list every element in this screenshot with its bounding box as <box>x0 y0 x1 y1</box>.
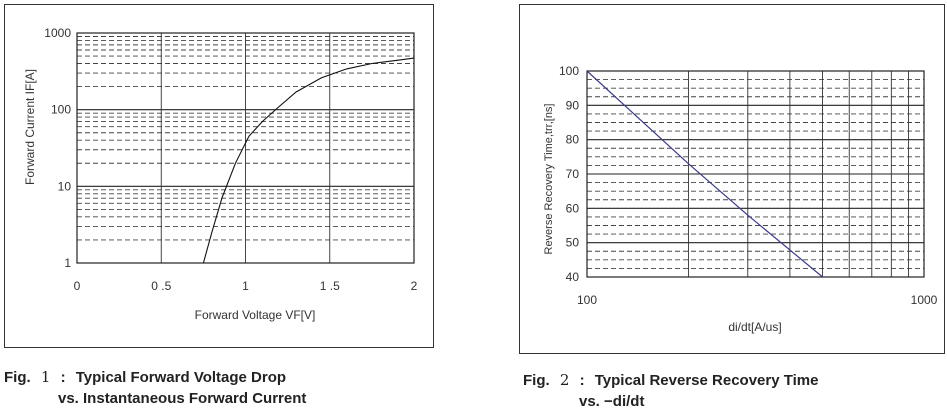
chart2-frame <box>586 70 925 278</box>
chart1-x-tick-label: 2 <box>411 279 418 293</box>
chart1-x-tick-label: 0 .5 <box>151 279 171 293</box>
caption-1-line2: vs. Instantaneous Forward Current <box>58 390 307 407</box>
chart1-y-axis-label: Forward Current IF[A] <box>23 69 37 185</box>
chart1-y-tick-label: 10 <box>58 179 72 193</box>
chart2-y-tick-label: 100 <box>559 64 579 78</box>
chart2-x-tick-labels: 100 1000 <box>577 293 938 307</box>
caption-2-prefix: Fig. <box>523 372 550 389</box>
forward-voltage-chart: 1 10 100 1000 0 0 .5 1 1 .5 2 Forward Current I… <box>23 26 418 322</box>
chart-panel-reverse-recovery: 40 50 60 70 80 90 100 100 1000 Reverse Recovery… <box>519 4 945 354</box>
chart2-x-tick-label: 100 <box>577 293 597 307</box>
caption-1-prefix: Fig. <box>4 369 31 386</box>
chart1-x-tick-labels: 0 0 .5 1 1 .5 2 <box>74 279 418 293</box>
caption-2-line1: Typical Reverse Recovery Time <box>594 372 819 389</box>
caption-1-separator: : <box>60 369 66 386</box>
chart2-x-tick-label: 1000 <box>911 293 938 307</box>
chart1-x-tick-label: 1 <box>242 279 249 293</box>
chart2-y-tick-labels: 40 50 60 70 80 90 100 <box>559 64 579 284</box>
chart1-series-line <box>202 57 415 264</box>
chart2-x-axis-label: di/dt[A/us] <box>728 320 781 334</box>
chart-panel-forward-voltage: 1 10 100 1000 0 0 .5 1 1 .5 2 Forward Current I… <box>4 4 434 348</box>
chart1-y-tick-label: 1000 <box>44 26 71 40</box>
caption-1-line1: Typical Forward Voltage Drop <box>75 369 287 386</box>
caption-2-number: 2 <box>559 371 570 389</box>
chart1-y-tick-labels: 1 10 100 1000 <box>44 26 71 270</box>
caption-1-number: 1 <box>40 368 51 386</box>
chart1-grid <box>76 32 415 264</box>
chart2-y-axis-label: Reverse Recovery Time,trr,[ns] <box>543 104 555 255</box>
chart2-plot-border <box>586 70 925 278</box>
chart2-y-tick-label: 40 <box>566 270 580 284</box>
chart2-y-tick-label: 90 <box>566 98 580 112</box>
chart1-x-tick-label: 0 <box>74 279 81 293</box>
caption-2-separator: : <box>579 372 585 389</box>
chart2-y-tick-label: 80 <box>566 133 580 147</box>
chart2-grid <box>586 70 925 278</box>
chart1-y-tick-label: 1 <box>64 256 71 270</box>
figure-1-caption: Fig. 1 : Typical Forward Voltage Drop vs… <box>4 367 306 409</box>
chart1-x-tick-label: 1 .5 <box>320 279 340 293</box>
reverse-recovery-chart: 40 50 60 70 80 90 100 100 1000 Reverse Recovery… <box>543 64 938 334</box>
chart2-y-tick-label: 50 <box>566 236 580 250</box>
chart2-y-tick-label: 60 <box>566 201 580 215</box>
chart1-frame <box>76 32 415 264</box>
chart2-series-line <box>586 70 823 278</box>
figure-2-caption: Fig. 2 : Typical Reverse Recovery Time v… <box>523 370 818 412</box>
chart1-x-axis-label: Forward Voltage VF[V] <box>195 308 316 322</box>
chart1-plot-border <box>76 32 415 264</box>
chart2-y-tick-label: 70 <box>566 167 580 181</box>
chart1-y-tick-label: 100 <box>51 103 71 117</box>
caption-2-line2: vs. −di/dt <box>579 393 645 410</box>
